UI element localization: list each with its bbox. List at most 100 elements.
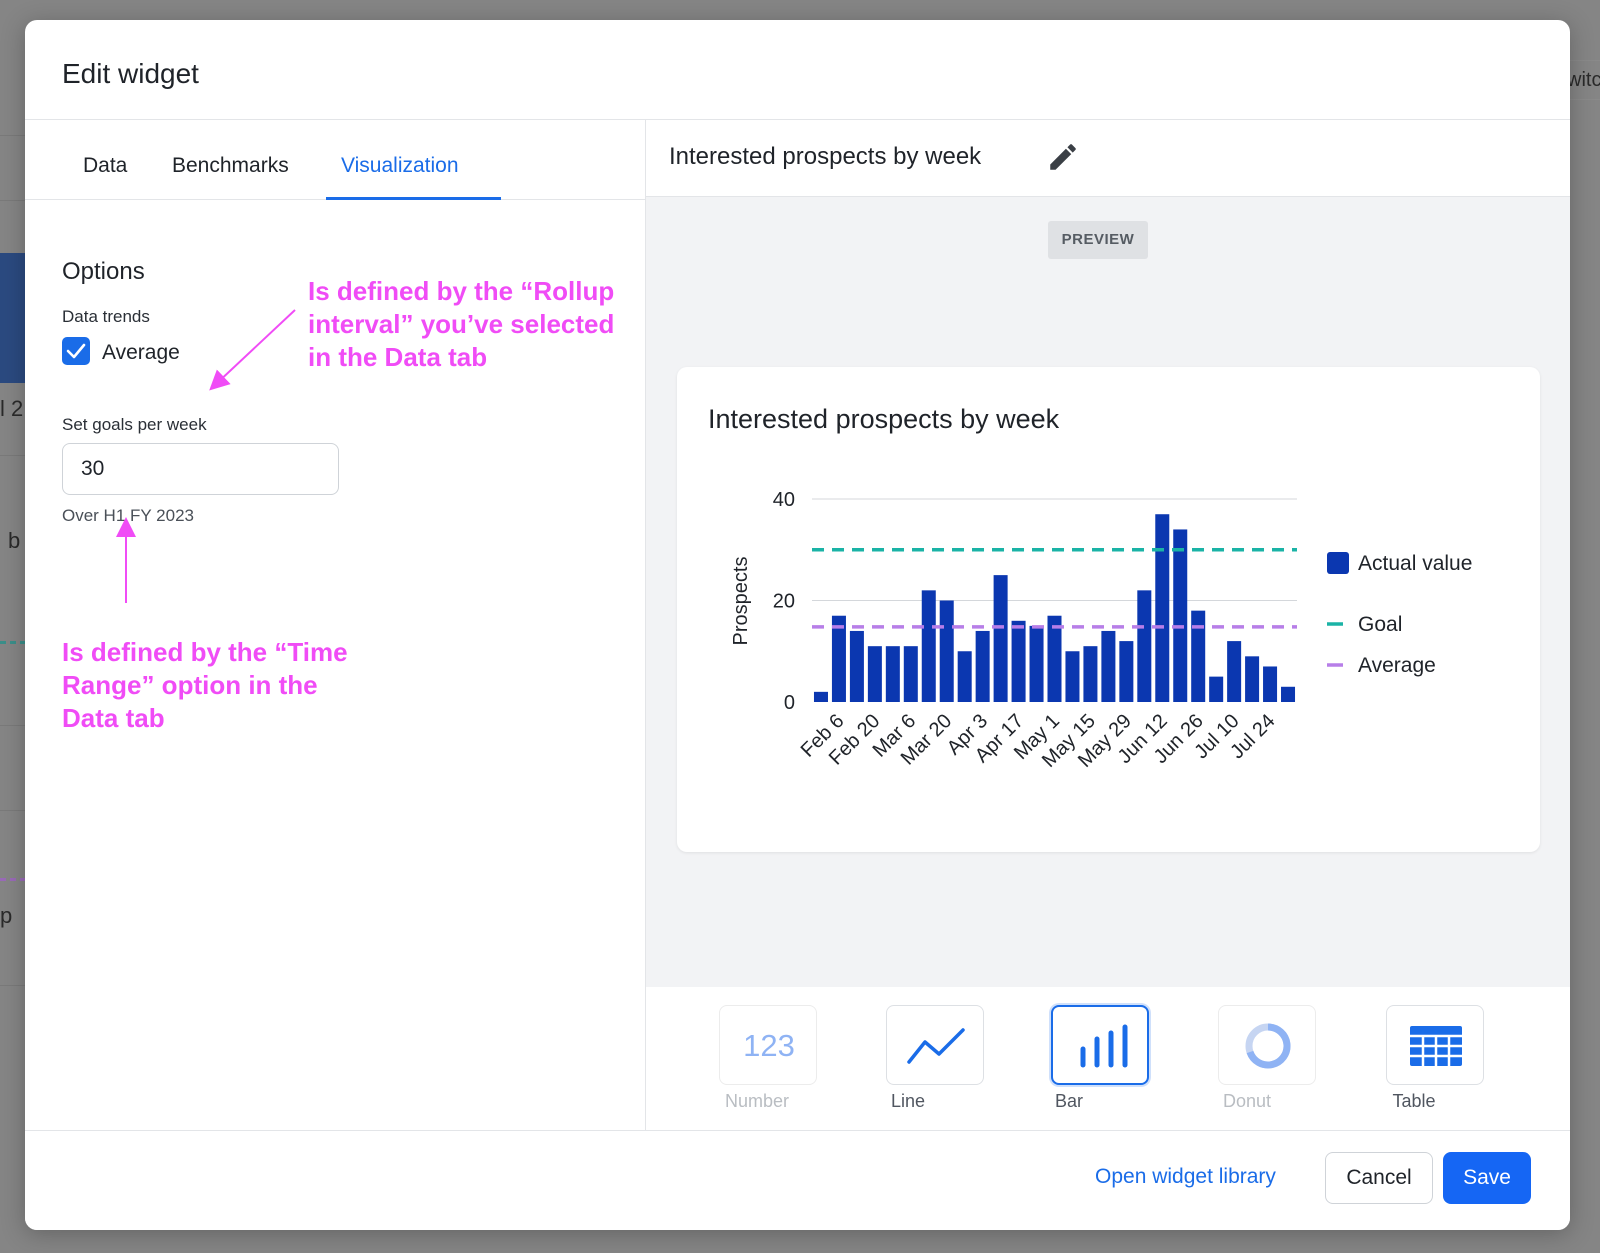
bg-average-line — [0, 878, 26, 881]
bg-divider — [0, 135, 30, 136]
modal-title: Edit widget — [62, 58, 199, 89]
tab-visualization[interactable]: Visualization — [341, 154, 459, 177]
viz-bar-label: Bar — [1054, 1091, 1083, 1111]
bar — [993, 575, 1008, 702]
bar — [1191, 610, 1206, 702]
cancel-button[interactable]: Cancel — [1325, 1152, 1433, 1204]
bar-chart-icon — [1080, 1024, 1128, 1068]
viz-donut-option[interactable] — [1218, 1005, 1316, 1085]
annotation-line: Is defined by the “Rollup — [308, 276, 615, 306]
annotation-arrows — [116, 309, 296, 603]
viz-table-label: Table — [1392, 1091, 1436, 1111]
viz-table-option[interactable] — [1386, 1005, 1484, 1085]
data-trends-label: Data trends — [62, 307, 150, 326]
legend-swatch-actual — [1327, 552, 1349, 574]
bg-divider — [0, 455, 30, 456]
bar — [1263, 666, 1278, 702]
bg-divider — [0, 200, 30, 201]
bg-text-fragment: b — [8, 528, 21, 553]
annotation-line: Data tab — [62, 703, 165, 733]
settings-pane: Data Benchmarks Visualization Options Da… — [25, 120, 645, 1130]
bar — [867, 646, 882, 702]
bar — [939, 600, 954, 702]
bar — [1083, 646, 1098, 702]
bar — [1173, 529, 1188, 702]
goals-timeframe: Over H1 FY 2023 — [62, 506, 194, 525]
chart-title: Interested prospects by week — [708, 404, 1060, 434]
y-tick-label: 40 — [773, 489, 795, 511]
preview-pane: Interested prospects by week PREVIEW 0 20… — [645, 120, 1570, 1130]
legend-label-goal: Goal — [1358, 613, 1402, 636]
save-button[interactable]: Save — [1443, 1152, 1531, 1204]
annotation-time-range: Is defined by the “Time Range” option in… — [62, 636, 348, 735]
annotation-line: interval” you’ve selected — [308, 309, 615, 339]
number-123-icon: 123 — [743, 1028, 795, 1063]
donut-chart-icon — [1245, 1023, 1291, 1069]
viz-line-label: Line — [890, 1091, 926, 1111]
average-checkbox[interactable] — [62, 337, 90, 365]
bar — [903, 646, 918, 702]
y-tick-label: 20 — [773, 591, 795, 613]
table-icon — [1410, 1026, 1462, 1066]
widget-title: Interested prospects by week — [669, 143, 982, 170]
annotation-line: Range” option in the — [62, 670, 318, 700]
bar — [1029, 625, 1044, 702]
bar — [831, 615, 846, 702]
modal-footer: Open widget library Cancel Save — [25, 1130, 1570, 1230]
legend-label-actual: Actual value — [1358, 552, 1472, 575]
bar — [813, 691, 828, 702]
viz-line-option[interactable] — [886, 1005, 984, 1085]
tab-data[interactable]: Data — [83, 154, 128, 177]
bg-divider — [0, 810, 30, 811]
preview-area: PREVIEW 0 20 40 Feb 6 Feb 20 Mar 6 Mar 20 Apr 3… — [646, 197, 1570, 987]
tab-bar: Data Benchmarks Visualization — [25, 120, 645, 200]
line-chart-icon — [907, 1028, 965, 1064]
options-heading: Options — [62, 258, 145, 285]
preview-header: Interested prospects by week — [646, 120, 1570, 197]
annotation-line: in the Data tab — [308, 342, 488, 372]
bar — [1101, 630, 1116, 702]
goals-label: Set goals per week — [62, 415, 207, 434]
bg-text-fragment: l 2 — [0, 396, 24, 421]
bar — [1245, 656, 1260, 702]
bar — [1137, 590, 1152, 702]
viz-number-option[interactable]: 123 — [719, 1005, 817, 1085]
bar — [1155, 514, 1170, 702]
bar — [1065, 651, 1080, 702]
visualization-picker: 123 Number Line Bar — [646, 987, 1570, 1130]
bar — [1209, 676, 1224, 702]
y-tick-label: 0 — [784, 692, 795, 714]
bar — [921, 590, 936, 702]
chart-card: 0 20 40 Feb 6 Feb 20 Mar 6 Mar 20 Apr 3 Apr 17 Ma… — [677, 367, 1540, 852]
bar — [1281, 686, 1296, 702]
edit-widget-modal: Edit widget Data Benchmarks Visualizatio… — [25, 20, 1570, 1230]
tab-benchmarks[interactable]: Benchmarks — [172, 154, 289, 177]
annotation-line: Is defined by the “Time — [62, 637, 348, 667]
checkmark-icon — [66, 343, 86, 359]
open-widget-library-link[interactable]: Open widget library — [1095, 1165, 1276, 1188]
bar — [1227, 641, 1242, 702]
active-tab-indicator — [326, 197, 501, 200]
average-checkbox-label[interactable]: Average — [102, 341, 180, 364]
legend-label-average: Average — [1358, 654, 1436, 677]
bar — [957, 651, 972, 702]
bar — [1011, 620, 1026, 702]
arrow-to-goals-label — [209, 309, 296, 391]
bg-divider — [0, 985, 30, 986]
bg-chart-fragment — [0, 253, 26, 383]
viz-donut-label: Donut — [1222, 1091, 1272, 1111]
pencil-icon[interactable] — [1046, 140, 1080, 174]
modal-header: Edit widget — [25, 20, 1570, 120]
goals-input[interactable] — [62, 443, 339, 495]
bar — [885, 646, 900, 702]
bar — [975, 630, 990, 702]
preview-badge: PREVIEW — [1048, 221, 1148, 259]
bar — [1119, 641, 1134, 702]
bg-divider — [0, 725, 30, 726]
bg-goal-line — [0, 641, 26, 644]
annotation-rollup: Is defined by the “Rollup interval” you’… — [308, 275, 614, 374]
viz-bar-option[interactable] — [1051, 1005, 1149, 1085]
bg-text-fragment: p — [0, 903, 13, 928]
y-axis-label: Prospects — [730, 557, 752, 646]
